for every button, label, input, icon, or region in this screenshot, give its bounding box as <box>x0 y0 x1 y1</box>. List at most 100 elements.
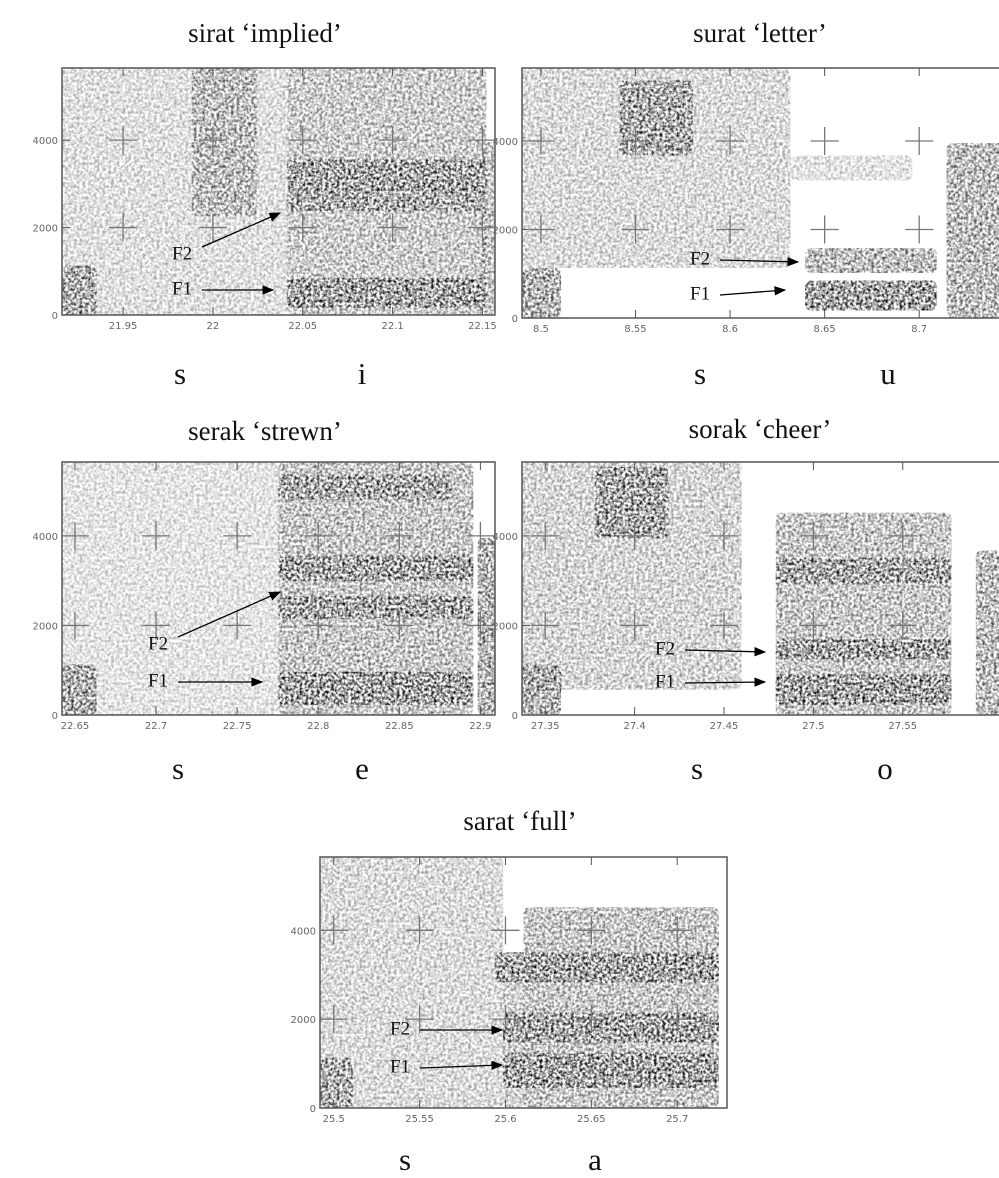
y-tick-label: 2000 <box>291 1015 316 1026</box>
spectrogram-shading <box>62 68 495 315</box>
formant-label: F1 <box>690 283 710 304</box>
energy-region <box>278 555 474 581</box>
segment-label: s <box>399 1142 411 1177</box>
energy-region <box>503 1052 719 1088</box>
energy-region <box>619 80 693 156</box>
x-tick-label: 25.5 <box>323 1114 345 1125</box>
energy-region <box>477 537 495 715</box>
energy-region <box>805 280 937 311</box>
x-tick-label: 22.15 <box>468 321 497 332</box>
energy-region <box>278 462 474 715</box>
y-tick-label: 0 <box>512 711 518 722</box>
energy-region <box>522 68 791 268</box>
formant-label: F1 <box>172 278 192 299</box>
spectrogram-shading <box>320 857 719 1108</box>
y-tick-label: 2000 <box>33 621 58 632</box>
energy-region <box>278 596 474 619</box>
x-tick-label: 22.8 <box>307 721 329 732</box>
energy-region <box>482 142 495 315</box>
y-tick-label: 4000 <box>493 137 518 148</box>
segment-label: s <box>172 751 184 786</box>
energy-region <box>522 664 562 715</box>
x-tick-label: 21.95 <box>109 321 138 332</box>
energy-region <box>595 467 669 538</box>
x-tick-label: 8.5 <box>533 324 549 335</box>
panel-title: sorak ‘cheer’ <box>689 414 832 444</box>
plot-frame <box>61 67 496 316</box>
energy-region <box>805 248 937 273</box>
formant-label: F2 <box>390 1018 410 1039</box>
formant-arrow <box>177 591 282 638</box>
energy-region <box>62 664 97 715</box>
spectrogram-shading <box>522 462 999 715</box>
energy-region <box>287 159 487 192</box>
y-tick-label: 2000 <box>33 224 58 235</box>
spectrogram-shading <box>62 462 495 715</box>
y-tick-label: 0 <box>512 314 518 325</box>
x-tick-label: 22.75 <box>223 721 252 732</box>
energy-region <box>278 474 452 500</box>
energy-region <box>62 462 279 715</box>
formant-arrow <box>719 257 800 267</box>
x-tick-label: 8.55 <box>624 324 646 335</box>
energy-region <box>287 277 487 308</box>
energy-region <box>495 952 719 983</box>
formant-arrow <box>684 677 767 687</box>
x-tick-label: 22 <box>207 321 220 332</box>
energy-region <box>191 68 257 217</box>
energy-region <box>775 558 952 584</box>
panel-title: serak ‘strewn’ <box>188 416 342 446</box>
energy-region <box>522 462 742 690</box>
spectrogram-panel: sarat ‘full’ 0 2000 4000 25.5 25.55 25.6 25.65 2… <box>291 806 728 1177</box>
y-tick-label: 0 <box>310 1104 316 1115</box>
y-tick-label: 2000 <box>493 621 518 632</box>
segment-label: a <box>588 1142 602 1177</box>
x-tick-label: 8.7 <box>911 324 927 335</box>
panel-title: sarat ‘full’ <box>463 806 576 836</box>
x-tick-label: 22.65 <box>61 721 90 732</box>
x-tick-label: 22.7 <box>145 721 167 732</box>
energy-region <box>946 143 999 318</box>
y-tick-label: 4000 <box>33 532 58 543</box>
x-tick-label: 22.05 <box>288 321 317 332</box>
plot-frame <box>61 461 496 716</box>
spectrogram-shading <box>522 68 999 318</box>
x-tick-label: 22.1 <box>381 321 403 332</box>
formant-label: F2 <box>172 243 192 264</box>
y-tick-label: 4000 <box>291 926 316 937</box>
formant-arrow <box>719 286 787 296</box>
energy-region <box>775 674 952 705</box>
energy-region <box>775 639 952 660</box>
segment-label: s <box>691 751 703 786</box>
panel-title: sirat ‘implied’ <box>188 18 342 48</box>
x-tick-label: 27.5 <box>802 721 824 732</box>
y-tick-label: 0 <box>52 311 58 322</box>
x-tick-label: 8.6 <box>722 324 738 335</box>
formant-label: F1 <box>655 671 675 692</box>
formant-label: F1 <box>148 670 168 691</box>
formant-label: F2 <box>148 633 168 654</box>
energy-region <box>503 969 524 1108</box>
y-tick-label: 4000 <box>33 136 58 147</box>
y-tick-label: 2000 <box>493 226 518 237</box>
energy-region <box>278 671 474 705</box>
x-tick-label: 25.55 <box>405 1114 434 1125</box>
spectrogram-panel: serak ‘strewn’ 0 2000 4000 22.65 22.7 22.75 22.… <box>33 416 496 786</box>
formant-label: F1 <box>390 1056 410 1077</box>
x-tick-label: 22.9 <box>469 721 491 732</box>
energy-region <box>287 191 487 212</box>
segment-label: s <box>174 356 186 391</box>
segment-label: u <box>880 356 896 391</box>
segment-label: i <box>358 356 367 391</box>
energy-region <box>975 550 999 715</box>
x-tick-label: 27.4 <box>623 721 645 732</box>
energy-region <box>522 268 562 318</box>
x-tick-label: 27.55 <box>888 721 917 732</box>
x-tick-label: 25.7 <box>666 1114 688 1125</box>
plot-frame <box>319 856 728 1109</box>
energy-region <box>503 1012 719 1043</box>
formant-arrow <box>419 1060 504 1071</box>
energy-region <box>62 265 97 315</box>
x-tick-label: 8.65 <box>814 324 836 335</box>
